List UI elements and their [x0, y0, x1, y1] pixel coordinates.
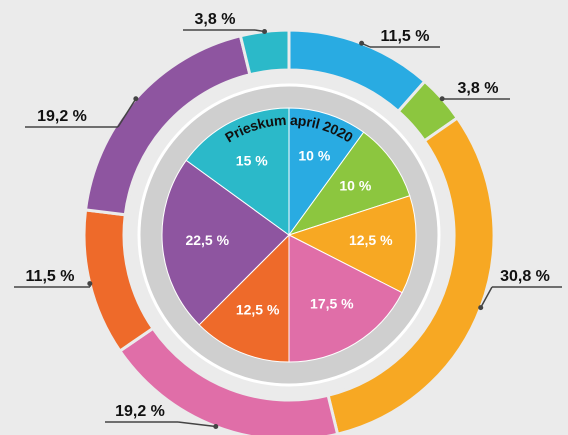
leader-line — [177, 421, 216, 428]
inner-label: 10 % — [298, 148, 330, 164]
leader-dot — [359, 40, 365, 46]
leader-dot — [133, 96, 139, 102]
inner-slice — [161, 159, 290, 326]
outer-label: 19,2 % — [37, 108, 87, 125]
inner-slice — [198, 233, 290, 363]
inner-label: 17,5 % — [310, 296, 354, 312]
outer-label: 11,5 % — [26, 268, 75, 285]
inner-slice — [287, 131, 411, 236]
inner-slice — [185, 107, 290, 236]
inner-label: 12,5 % — [349, 232, 393, 248]
inner-label: 10 % — [339, 178, 371, 194]
inner-slice — [287, 195, 417, 294]
leader-dot — [478, 305, 484, 311]
leader-line — [117, 98, 137, 128]
outer-label: 3,8 % — [458, 80, 499, 97]
outer-label: 11,5 % — [381, 28, 430, 45]
leader-dot — [262, 28, 268, 34]
leader-dot — [439, 96, 445, 102]
inner-slice — [288, 107, 365, 237]
leader-line — [480, 286, 493, 308]
leader-dot — [87, 281, 93, 287]
inner-slice — [288, 234, 403, 363]
pie-group — [82, 28, 496, 435]
inner-label: 12,5 % — [236, 301, 280, 317]
outer-label: 30,8 % — [500, 268, 550, 285]
outer-label: 19,2 % — [115, 403, 165, 420]
outer-segment — [238, 28, 291, 77]
inner-label: 15 % — [236, 153, 268, 169]
inner-label: 22,5 % — [185, 232, 229, 248]
outer-label: 3,8 % — [195, 11, 236, 28]
leader-dot — [213, 423, 219, 429]
